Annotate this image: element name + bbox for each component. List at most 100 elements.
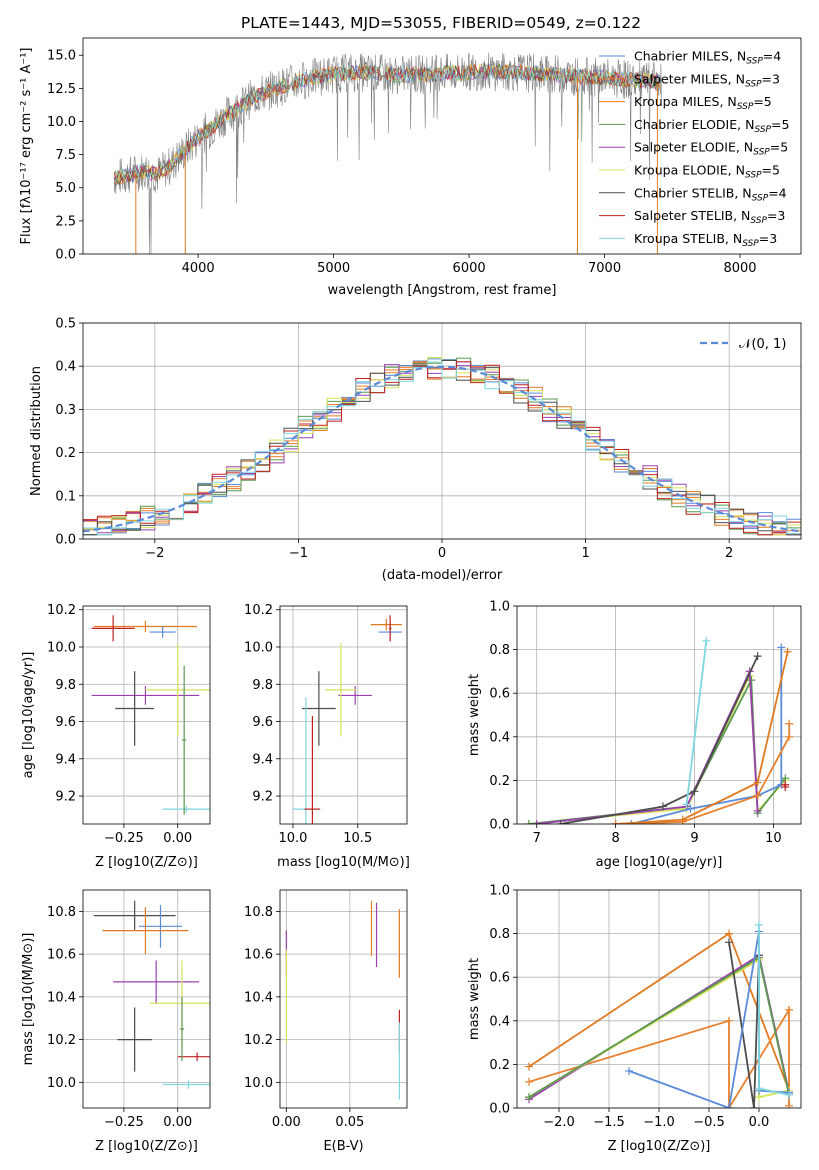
x-tick-label: −1.5	[593, 1115, 625, 1130]
panel-mass-vs-Z: −0.25 0.00 10.0 10.2 10.4 10.6 10.8	[47, 889, 211, 1130]
legend-subscript: SSP	[737, 102, 754, 112]
weight-line	[560, 655, 759, 824]
model-spectrum-line	[113, 62, 661, 182]
axes-frame	[279, 889, 408, 1109]
legend-label-rest: =5	[762, 163, 780, 178]
weight-line	[528, 676, 786, 824]
x-tick-label: 8000	[723, 261, 756, 276]
legend-subscript: SSP	[745, 171, 762, 181]
x-tick-label: 4000	[182, 261, 215, 276]
y-axis-label: mass weight	[467, 958, 482, 1040]
x-tick-label: 9	[690, 831, 698, 846]
legend-label: 𝒩(0, 1)	[739, 337, 786, 352]
y-tick-label: 0.8	[489, 643, 510, 658]
panel-residuals: −2 −1 0 1 2 0.0 0.1 0.2 0.3 0.4 0.5	[55, 317, 802, 561]
figure-title: PLATE=1443, MJD=53055, FIBERID=0549, z=0…	[241, 14, 641, 32]
weight-marker	[755, 1084, 763, 1093]
y-tick-label: 10.2	[47, 603, 76, 618]
weight-marker	[783, 647, 792, 656]
weight-marker	[682, 800, 691, 809]
y-tick-label: 9.8	[252, 678, 273, 693]
y-tick-label: 10.8	[47, 905, 76, 920]
weight-marker	[725, 938, 733, 947]
model-spectrum-line	[113, 64, 661, 183]
panel-spectrum: 4000 5000 6000 7000 8000 0.0 2.5 5.0 7.5 10.0 12.5…	[47, 37, 802, 276]
weight-marker	[627, 820, 636, 824]
legend-label: Salpeter STELIB, NSSP=3	[634, 208, 785, 226]
legend-subscript: SSP	[746, 57, 763, 67]
y-tick-label: 10.8	[244, 905, 273, 920]
residual-histogram	[83, 361, 801, 536]
weight-marker	[785, 732, 794, 741]
weight-line	[528, 675, 786, 824]
x-axis-label: wavelength [Angstrom, rest frame]	[328, 283, 557, 298]
legend-label-rest: =4	[763, 49, 781, 64]
weight-marker	[532, 820, 541, 824]
x-axis-label: Z [log10(Z/Z⊙)]	[95, 855, 198, 870]
legend-subscript: SSP	[742, 239, 759, 249]
axes-frame	[82, 889, 211, 1109]
axes-frame	[82, 605, 211, 825]
weight-marker	[781, 780, 790, 789]
legend-label: Salpeter ELODIE, NSSP=5	[634, 140, 788, 158]
y-tick-label: 0.0	[55, 533, 76, 548]
x-tick-label: −2	[145, 546, 164, 561]
legend-label-rest: =5	[770, 140, 788, 155]
y-tick-label: 0.4	[489, 1014, 510, 1029]
weight-marker	[658, 802, 667, 811]
model-spectrum-line	[113, 64, 661, 183]
y-tick-label: 2.5	[55, 214, 76, 229]
panel-age-vs-Z: −0.25 0.00 9.2 9.4 9.6 9.8 10.0 10.2	[47, 603, 211, 846]
legend-label-rest: =4	[768, 185, 786, 200]
x-axis-label: age [log10(age/yr)]	[596, 855, 723, 870]
y-tick-label: 7.5	[55, 148, 76, 163]
y-tick-label: 0.0	[489, 818, 510, 833]
plot-area	[285, 900, 400, 1100]
weight-marker	[725, 1104, 733, 1108]
x-tick-label: 0.00	[163, 1115, 192, 1130]
weight-marker	[556, 820, 565, 824]
weight-line	[631, 647, 783, 824]
legend-label: Kroupa ELODIE, NSSP=5	[634, 163, 780, 181]
y-tick-label: 5.0	[55, 181, 76, 196]
y-axis-label: Normed distribution	[29, 366, 44, 496]
y-tick-label: 0.8	[489, 927, 510, 942]
y-tick-label: 0.6	[489, 971, 510, 986]
y-tick-label: 9.6	[252, 715, 273, 730]
y-tick-label: 10.6	[244, 948, 273, 963]
x-tick-label: 10.5	[343, 831, 372, 846]
weight-line	[615, 651, 789, 824]
y-axis-label: age [log10(age/yr)]	[21, 652, 36, 779]
plot-area	[524, 636, 794, 824]
y-tick-label: 0.6	[489, 687, 510, 702]
panel-mass-vs-EBV: 0.00 0.05 10.0 10.2 10.4 10.6 10.8	[244, 889, 408, 1130]
weight-marker	[785, 1101, 793, 1108]
y-axis-label: Flux [fλ10⁻¹⁷ erg cm⁻² s⁻¹ A⁻¹]	[19, 48, 34, 245]
x-axis-label: Z [log10(Z/Z⊙)]	[608, 1139, 711, 1154]
y-tick-label: 10.2	[244, 1033, 273, 1048]
weight-marker	[785, 1090, 793, 1099]
y-tick-label: 10.0	[244, 1076, 273, 1091]
weight-marker	[524, 820, 533, 824]
y-tick-label: 10.2	[244, 603, 273, 618]
weight-marker	[625, 1066, 633, 1075]
y-tick-label: 10.0	[47, 115, 76, 130]
weight-marker	[755, 920, 763, 929]
y-tick-label: 10.0	[244, 640, 273, 655]
weight-line	[536, 671, 759, 824]
legend-label-rest: =3	[759, 231, 777, 246]
axes-frame	[516, 605, 802, 825]
weight-marker	[611, 820, 620, 824]
y-tick-label: 10.4	[47, 990, 76, 1005]
y-tick-label: 0.2	[489, 1058, 510, 1073]
weight-line	[685, 640, 708, 805]
legend-label-rest: =5	[771, 117, 789, 132]
weight-marker	[525, 1093, 533, 1102]
weight-marker	[753, 652, 762, 661]
y-tick-label: 9.4	[252, 752, 273, 767]
panel-weight-vs-age: 7 8 9 10 0.0 0.2 0.4 0.6 0.8 1.0	[489, 600, 802, 846]
legend-label: Kroupa STELIB, NSSP=3	[634, 231, 777, 249]
axes-frame	[279, 605, 408, 825]
x-tick-label: 1	[581, 546, 589, 561]
